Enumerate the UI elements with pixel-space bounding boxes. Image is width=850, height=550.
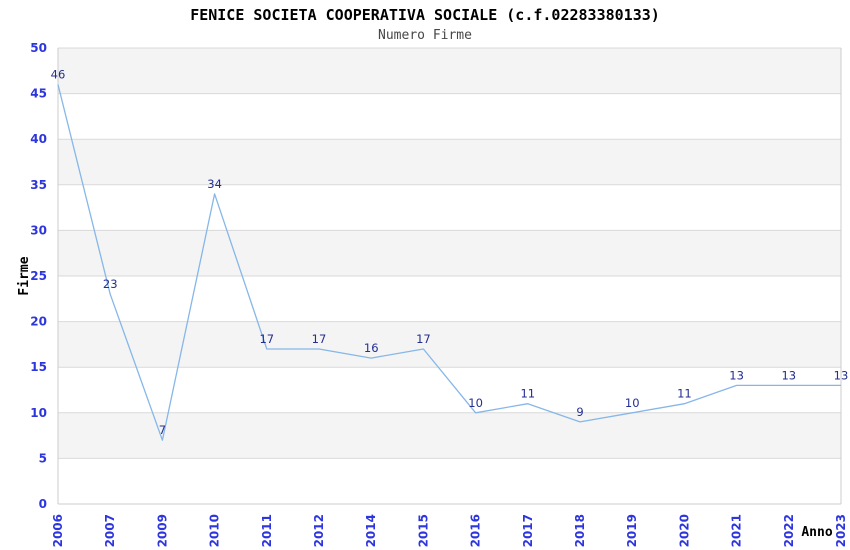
x-tick-label: 2019	[625, 514, 639, 547]
x-tick-label: 2017	[521, 514, 535, 547]
plot-band	[58, 321, 841, 368]
data-label: 16	[364, 341, 379, 355]
data-label: 11	[520, 387, 535, 401]
y-tick-label: 30	[30, 223, 47, 237]
data-label: 7	[159, 423, 166, 437]
data-label: 13	[834, 368, 849, 382]
data-label: 11	[677, 387, 692, 401]
x-tick-label: 2020	[677, 514, 691, 547]
chart-title: FENICE SOCIETA COOPERATIVA SOCIALE (c.f.…	[190, 6, 660, 24]
data-label: 46	[51, 67, 66, 81]
y-tick-label: 0	[39, 497, 47, 511]
y-tick-label: 10	[30, 406, 47, 420]
y-tick-label: 25	[30, 269, 47, 283]
x-tick-label: 2014	[364, 514, 378, 547]
x-tick-label: 2010	[208, 514, 222, 547]
x-tick-label: 2006	[51, 514, 65, 547]
x-tick-label: 2023	[834, 514, 848, 547]
x-tick-label: 2012	[312, 514, 326, 547]
plot-band	[58, 230, 841, 276]
chart-subtitle: Numero Firme	[378, 28, 472, 43]
y-tick-label: 45	[30, 87, 47, 101]
x-axis-title: Anno	[801, 525, 832, 540]
y-tick-label: 40	[30, 132, 47, 146]
data-label: 13	[781, 368, 796, 382]
x-tick-label: 2016	[469, 514, 483, 547]
data-label: 9	[576, 405, 583, 419]
y-tick-label: 15	[30, 360, 47, 374]
plot-band	[58, 139, 841, 185]
data-label: 17	[259, 332, 274, 346]
series-line	[57, 84, 841, 441]
x-tick-label: 2022	[782, 514, 796, 547]
y-tick-label: 50	[30, 41, 47, 55]
y-tick-label: 20	[30, 315, 47, 329]
plot-band	[58, 48, 841, 94]
x-tick-label: 2007	[103, 514, 117, 547]
data-label: 17	[312, 332, 327, 346]
data-label: 10	[468, 396, 483, 410]
data-label: 10	[625, 396, 640, 410]
x-tick-label: 2009	[155, 514, 169, 547]
x-tick-label: 2011	[260, 514, 274, 547]
x-tick-label: 2018	[573, 514, 587, 547]
y-axis-title: Firme	[17, 256, 32, 295]
data-label: 13	[729, 368, 744, 382]
data-label: 34	[207, 177, 222, 191]
x-tick-label: 2015	[416, 514, 430, 547]
y-tick-label: 5	[39, 451, 47, 465]
y-tick-label: 35	[30, 178, 47, 192]
plot-band	[58, 412, 841, 459]
data-label: 23	[103, 277, 118, 291]
x-tick-label: 2021	[730, 514, 744, 547]
data-label: 17	[416, 332, 431, 346]
